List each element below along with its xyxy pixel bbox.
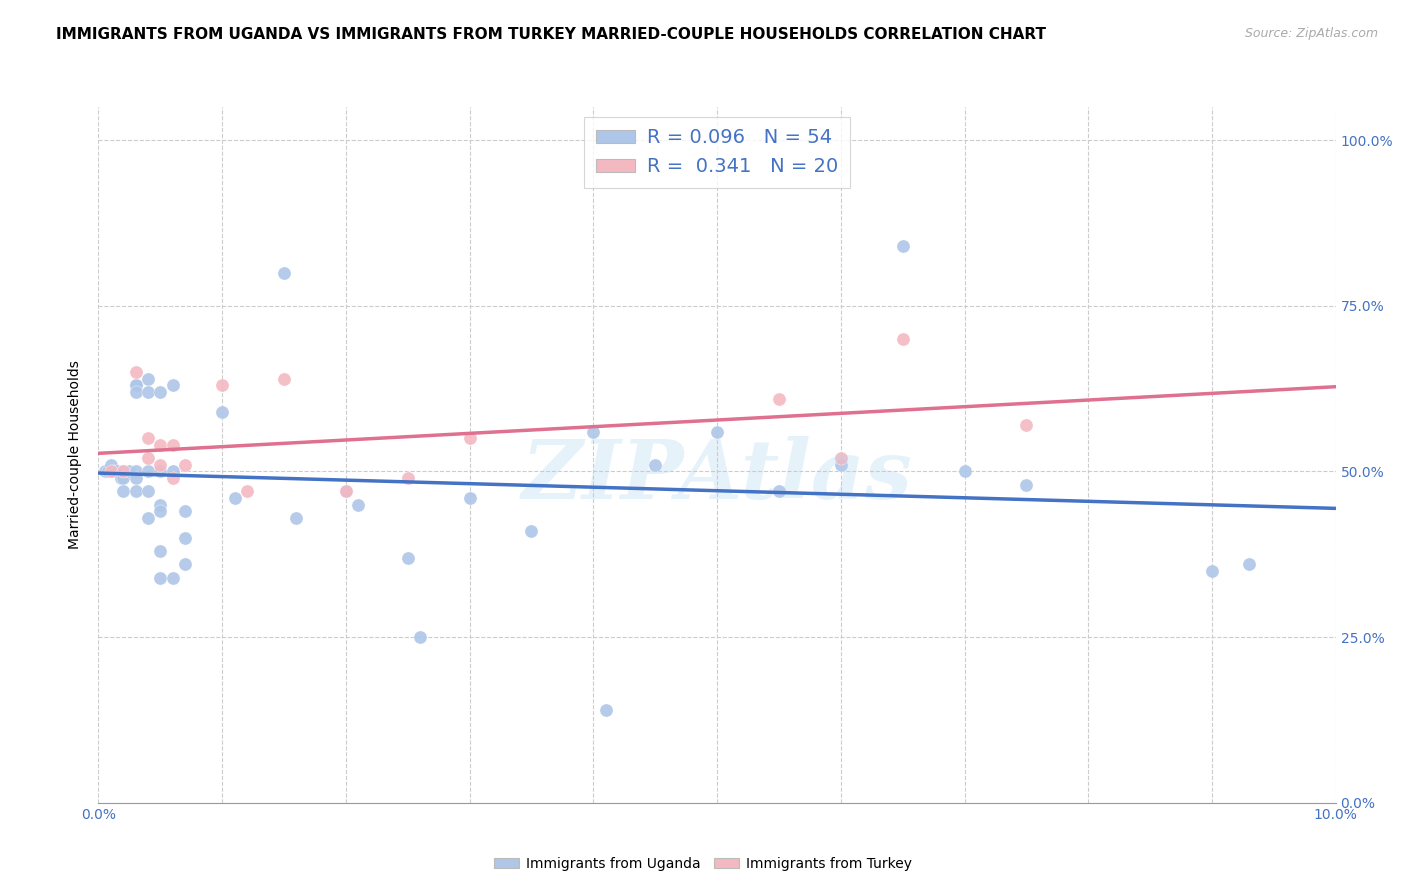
Point (93, 465, 115, 479)
Point (891, 332, 914, 346)
Point (136, 465, 159, 479)
Point (110, 471, 132, 485)
Point (112, 465, 135, 479)
Point (136, 384, 159, 399)
Point (100, 458, 122, 472)
Point (273, 372, 295, 386)
Point (174, 531, 197, 545)
Point (105, 465, 128, 479)
Point (768, 484, 790, 499)
Point (149, 504, 172, 518)
Point (136, 431, 159, 445)
Point (582, 425, 605, 439)
Point (595, 703, 617, 717)
Point (124, 484, 146, 499)
Point (953, 465, 976, 479)
Point (136, 372, 159, 386)
Legend: R = 0.096   N = 54, R =  0.341   N = 20: R = 0.096 N = 54, R = 0.341 N = 20 (585, 117, 849, 188)
Point (162, 570, 184, 584)
Point (891, 239, 914, 253)
Point (124, 365, 146, 379)
Point (124, 378, 146, 392)
Point (396, 550, 419, 565)
Point (644, 458, 666, 472)
Point (136, 511, 159, 525)
Point (124, 471, 146, 485)
Point (1201, 564, 1223, 578)
Point (211, 405, 233, 419)
Point (118, 465, 141, 479)
Point (136, 484, 159, 499)
Legend: Immigrants from Uganda, Immigrants from Turkey: Immigrants from Uganda, Immigrants from … (488, 851, 918, 876)
Point (458, 491, 481, 505)
Point (347, 498, 370, 512)
Point (112, 484, 135, 499)
Point (706, 425, 728, 439)
Point (273, 266, 295, 280)
Point (97, 465, 120, 479)
Point (285, 511, 308, 525)
Point (409, 630, 432, 644)
Point (149, 438, 172, 452)
Point (112, 471, 135, 485)
Text: Source: ZipAtlas.com: Source: ZipAtlas.com (1244, 27, 1378, 40)
Point (830, 458, 852, 472)
Point (830, 451, 852, 466)
Point (335, 484, 357, 499)
Point (100, 465, 122, 479)
Point (162, 438, 184, 452)
Point (149, 544, 172, 558)
Point (520, 524, 543, 538)
Point (174, 504, 197, 518)
Point (1015, 477, 1038, 491)
Point (162, 378, 184, 392)
Point (112, 465, 135, 479)
Point (224, 491, 246, 505)
Point (768, 392, 790, 406)
Point (124, 384, 146, 399)
Point (174, 458, 197, 472)
Text: IMMIGRANTS FROM UGANDA VS IMMIGRANTS FROM TURKEY MARRIED-COUPLE HOUSEHOLDS CORRE: IMMIGRANTS FROM UGANDA VS IMMIGRANTS FRO… (56, 27, 1046, 42)
Point (1015, 418, 1038, 433)
Point (149, 465, 172, 479)
Point (236, 484, 259, 499)
Point (149, 458, 172, 472)
Point (1237, 558, 1260, 572)
Point (124, 378, 146, 392)
Point (136, 451, 159, 466)
Point (103, 465, 125, 479)
Point (162, 465, 184, 479)
Point (335, 484, 357, 499)
Point (174, 558, 197, 572)
Point (149, 498, 172, 512)
Point (149, 570, 172, 584)
Text: ZIPAtlas: ZIPAtlas (522, 436, 912, 516)
Point (458, 431, 481, 445)
Point (211, 378, 233, 392)
Point (396, 471, 419, 485)
Point (162, 471, 184, 485)
Point (149, 384, 172, 399)
Point (124, 465, 146, 479)
Y-axis label: Married-couple Households: Married-couple Households (69, 360, 83, 549)
